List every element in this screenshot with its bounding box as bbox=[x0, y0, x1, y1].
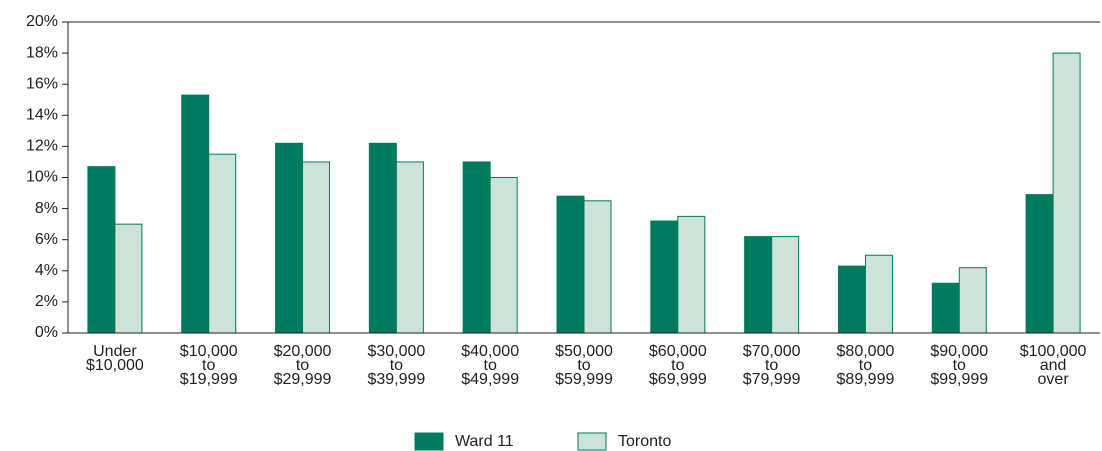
y-tick-label: 12% bbox=[26, 138, 58, 155]
bar bbox=[208, 153, 237, 334]
legend-swatch bbox=[577, 432, 607, 451]
bar bbox=[958, 267, 987, 334]
bar bbox=[1025, 194, 1054, 334]
bar bbox=[462, 161, 491, 334]
bar bbox=[275, 142, 304, 334]
bar bbox=[583, 200, 612, 334]
x-tick-label: $100,000 bbox=[1020, 343, 1087, 360]
x-tick-label: $10,000 bbox=[180, 343, 238, 360]
bar bbox=[744, 236, 773, 334]
y-tick-label: 20% bbox=[26, 13, 58, 30]
legend-label: Ward 11 bbox=[455, 433, 514, 450]
x-tick-label: $69,999 bbox=[649, 371, 707, 388]
x-tick-label: to bbox=[953, 357, 966, 374]
x-tick-label: and bbox=[1040, 357, 1067, 374]
x-tick-label: $20,000 bbox=[274, 343, 332, 360]
x-tick-label: to bbox=[765, 357, 778, 374]
x-tick-label: to bbox=[671, 357, 684, 374]
y-tick-label: 16% bbox=[26, 75, 58, 92]
bar bbox=[181, 94, 210, 334]
x-tick-label: $90,000 bbox=[930, 343, 988, 360]
bar bbox=[837, 265, 866, 334]
legend-label: Toronto bbox=[618, 433, 671, 450]
x-tick-label: to bbox=[577, 357, 590, 374]
bar bbox=[771, 236, 800, 334]
x-tick-label: $19,999 bbox=[180, 371, 238, 388]
x-tick-label: $10,000 bbox=[86, 357, 144, 374]
x-tick-label: $40,000 bbox=[461, 343, 519, 360]
bar bbox=[650, 220, 679, 334]
bar bbox=[395, 161, 424, 334]
x-tick-label: $99,999 bbox=[930, 371, 988, 388]
x-tick-label: to bbox=[859, 357, 872, 374]
x-tick-label: $29,999 bbox=[274, 371, 332, 388]
bar bbox=[677, 215, 706, 334]
x-tick-label: over bbox=[1038, 371, 1070, 388]
y-tick-label: 18% bbox=[26, 44, 58, 61]
x-tick-label: Under bbox=[93, 343, 137, 360]
bar bbox=[864, 254, 893, 334]
bar bbox=[87, 166, 116, 334]
x-tick-label: $70,000 bbox=[743, 343, 801, 360]
x-tick-label: $89,999 bbox=[837, 371, 895, 388]
x-tick-label: to bbox=[390, 357, 403, 374]
x-tick-label: $39,999 bbox=[367, 371, 425, 388]
y-tick-label: 0% bbox=[35, 324, 58, 341]
y-tick-label: 10% bbox=[26, 169, 58, 186]
x-tick-label: $79,999 bbox=[743, 371, 801, 388]
bar bbox=[1052, 52, 1081, 334]
bar bbox=[556, 195, 585, 334]
x-tick-label: $30,000 bbox=[367, 343, 425, 360]
y-tick-label: 14% bbox=[26, 107, 58, 124]
y-tick-label: 8% bbox=[35, 200, 58, 217]
bar bbox=[489, 177, 518, 334]
y-tick-label: 2% bbox=[35, 293, 58, 310]
legend-swatch bbox=[414, 432, 444, 451]
x-tick-label: $49,999 bbox=[461, 371, 519, 388]
y-tick-label: 4% bbox=[35, 262, 58, 279]
bar bbox=[368, 142, 397, 334]
x-tick-label: to bbox=[202, 357, 215, 374]
x-tick-label: to bbox=[484, 357, 497, 374]
x-tick-label: $50,000 bbox=[555, 343, 613, 360]
y-tick-label: 6% bbox=[35, 231, 58, 248]
x-tick-label: $80,000 bbox=[837, 343, 895, 360]
bar bbox=[114, 223, 143, 334]
bar bbox=[302, 161, 331, 334]
x-tick-label: to bbox=[296, 357, 309, 374]
x-tick-label: $59,999 bbox=[555, 371, 613, 388]
x-tick-label: $60,000 bbox=[649, 343, 707, 360]
bar bbox=[931, 282, 960, 334]
